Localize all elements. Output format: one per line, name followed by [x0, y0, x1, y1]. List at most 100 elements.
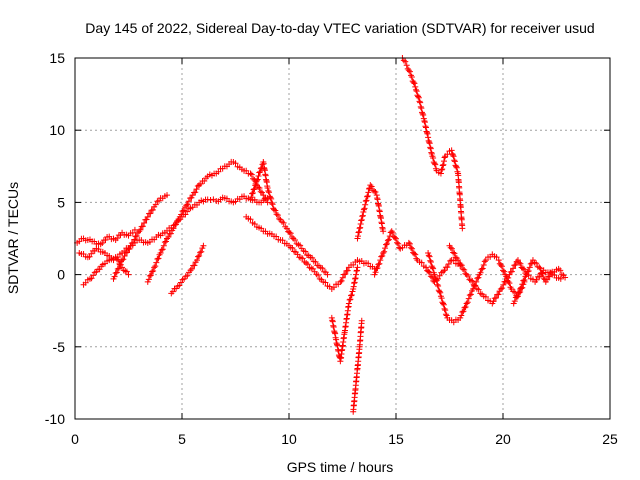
data-point-sample: [557, 267, 564, 274]
data-point: [403, 62, 410, 69]
data-point: [144, 213, 151, 220]
data-point-sample: [418, 105, 425, 112]
data-point-sample: [480, 261, 487, 268]
data-point-sample: [279, 237, 286, 244]
data-point-sample: [250, 186, 257, 193]
y-tick-label: 0: [57, 267, 65, 283]
data-point-sample: [502, 278, 509, 285]
data-point-sample: [357, 221, 364, 228]
data-point-sample: [149, 268, 156, 275]
data-point-sample: [266, 193, 273, 200]
data-point-sample: [322, 279, 329, 286]
data-point-sample: [179, 208, 186, 215]
data-point-sample: [436, 288, 443, 295]
data-point-sample: [501, 268, 508, 275]
data-point-sample: [178, 211, 185, 218]
data-point-sample: [519, 265, 526, 272]
data-point: [557, 275, 564, 282]
data-point-sample: [481, 258, 488, 265]
data-point-sample: [414, 92, 421, 99]
data-point-sample: [460, 308, 467, 315]
data-point-sample: [459, 265, 466, 272]
x-tick-label: 25: [602, 431, 618, 447]
data-point-sample: [536, 273, 543, 280]
data-point-sample: [436, 272, 443, 279]
data-point: [523, 271, 530, 278]
data-point-sample: [365, 189, 372, 196]
data-point-sample: [442, 307, 449, 314]
data-point-sample: [339, 274, 346, 281]
data-point: [283, 225, 290, 232]
data-point-sample: [447, 244, 454, 251]
data-point-sample: [173, 221, 180, 228]
data-point-sample: [180, 207, 187, 214]
data-point-sample: [121, 253, 128, 260]
data-point: [425, 134, 432, 141]
series-arc-9: [328, 264, 361, 365]
data-point-sample: [188, 265, 195, 272]
data-point-sample: [274, 212, 281, 219]
data-point: [164, 192, 171, 199]
data-point-sample: [113, 256, 120, 263]
series-arc-8: [243, 213, 378, 293]
data-point: [416, 98, 423, 105]
data-point-sample: [458, 312, 465, 319]
data-point-sample: [438, 166, 445, 173]
data-point-sample: [384, 237, 391, 244]
data-point: [183, 202, 190, 209]
data-point-sample: [445, 261, 452, 268]
data-point-sample: [427, 145, 434, 152]
data-point-sample: [428, 263, 435, 270]
data-point-sample: [478, 266, 485, 273]
data-point-sample: [411, 250, 418, 257]
data-point-sample: [498, 263, 505, 270]
data-point-sample: [417, 103, 424, 110]
data-point-sample: [269, 201, 276, 208]
data-point-sample: [116, 261, 123, 268]
data-point-sample: [361, 205, 368, 212]
y-tick-label: 5: [57, 194, 65, 210]
data-point: [200, 242, 207, 249]
data-point-sample: [479, 265, 486, 272]
data-point-sample: [143, 216, 150, 223]
data-point-sample: [415, 94, 422, 101]
data-point-sample: [395, 240, 402, 247]
data-point: [354, 264, 361, 271]
series-arc-13: [399, 55, 466, 232]
data-point-sample: [546, 273, 553, 280]
data-point-sample: [268, 199, 275, 206]
data-point-sample: [430, 159, 437, 166]
data-point-sample: [167, 230, 174, 237]
chart-title: Day 145 of 2022, Sidereal Day-to-day VTE…: [85, 20, 594, 36]
data-point: [324, 271, 331, 278]
data-point-sample: [155, 255, 162, 262]
data-point-sample: [265, 187, 272, 194]
data-point: [405, 239, 412, 246]
data-point-sample: [286, 229, 293, 236]
data-point-sample: [453, 164, 460, 171]
series-arc-5: [144, 158, 271, 285]
data-point-sample: [432, 161, 439, 168]
data-point-sample: [500, 267, 506, 274]
data-point-sample: [195, 253, 202, 260]
data-point-sample: [412, 251, 419, 258]
data-point-sample: [440, 301, 447, 308]
data-point-sample: [427, 258, 434, 265]
data-point-sample: [512, 294, 519, 301]
data-point-sample: [448, 245, 455, 252]
data-point-sample: [516, 259, 523, 266]
data-point-sample: [539, 271, 546, 278]
data-point-sample: [466, 292, 473, 299]
data-point-sample: [405, 67, 412, 74]
data-points: [74, 55, 569, 415]
x-tick-label: 15: [388, 431, 404, 447]
data-point-sample: [474, 275, 481, 282]
data-point-sample: [512, 261, 519, 268]
data-point-sample: [249, 190, 256, 197]
data-point-sample: [381, 248, 388, 255]
data-point-sample: [467, 291, 474, 298]
data-point: [337, 278, 344, 285]
data-point-sample: [319, 265, 326, 272]
data-point-sample: [426, 139, 433, 146]
data-point-sample: [521, 266, 528, 273]
